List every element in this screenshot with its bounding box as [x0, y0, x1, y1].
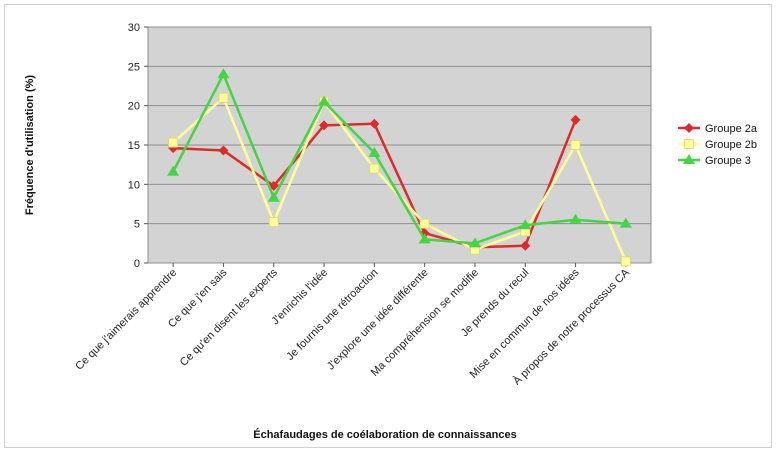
legend-item: Groupe 3: [678, 154, 751, 167]
y-tick-label: 20: [128, 101, 140, 113]
series-groupe-3: [167, 68, 632, 248]
gridlines: [144, 26, 651, 267]
data-point: [570, 140, 581, 150]
data-point: [267, 191, 280, 202]
data-point: [218, 92, 229, 103]
data-point: [419, 218, 430, 229]
y-tick-label: 30: [128, 22, 140, 34]
y-tick-label: 10: [128, 179, 140, 191]
legend-swatch-marker: [684, 123, 694, 133]
y-axis-title: Fréquence d'utilisation (%): [24, 75, 36, 215]
y-tick-label: 15: [128, 140, 140, 152]
data-point: [619, 217, 632, 228]
data-point: [218, 145, 229, 156]
data-point: [217, 68, 230, 79]
legend: Groupe 2a Groupe 2b Groupe 3: [678, 123, 758, 167]
data-point: [369, 118, 380, 129]
data-point: [167, 165, 180, 176]
legend-label: Groupe 3: [705, 155, 751, 167]
data-point: [519, 219, 532, 230]
series-lines: [167, 68, 632, 267]
data-point: [318, 95, 331, 106]
legend-item: Groupe 2a: [678, 123, 758, 135]
x-tick-label: Ce qu'en disent les experts: [178, 266, 280, 368]
data-point: [319, 120, 330, 131]
data-point: [168, 137, 179, 148]
x-tick-label: J'explore une idée différente: [325, 267, 431, 373]
y-tick-labels: 0 5 10 15 20 25 30: [128, 22, 140, 270]
x-axis-title: Échafaudages de coélaboration de connais…: [253, 428, 516, 441]
data-point: [268, 217, 279, 227]
data-point: [418, 233, 431, 244]
data-point: [569, 213, 582, 224]
legend-label: Groupe 2a: [705, 123, 758, 135]
x-tick-label: Ce que j'aimerais apprendre: [73, 267, 179, 373]
legend-swatch-marker: [684, 139, 694, 149]
y-tick-label: 0: [134, 258, 140, 270]
data-point: [369, 163, 380, 174]
legend-label: Groupe 2b: [705, 139, 757, 151]
data-point: [468, 237, 481, 248]
x-tick-label: Mise en commun de nos idées: [468, 266, 582, 380]
data-point: [520, 240, 531, 251]
x-tick-label: Je fournis une rétroaction: [284, 267, 380, 363]
data-point: [368, 146, 381, 157]
y-tick-label: 5: [134, 219, 140, 231]
legend-swatch-marker: [683, 154, 695, 164]
legend-item: Groupe 2b: [678, 139, 757, 151]
data-point: [620, 256, 631, 267]
y-tick-label: 25: [128, 61, 140, 73]
series-line: [172, 72, 626, 245]
data-point: [570, 114, 581, 125]
x-tick-label: Ma compréhension se modifie: [369, 267, 481, 379]
